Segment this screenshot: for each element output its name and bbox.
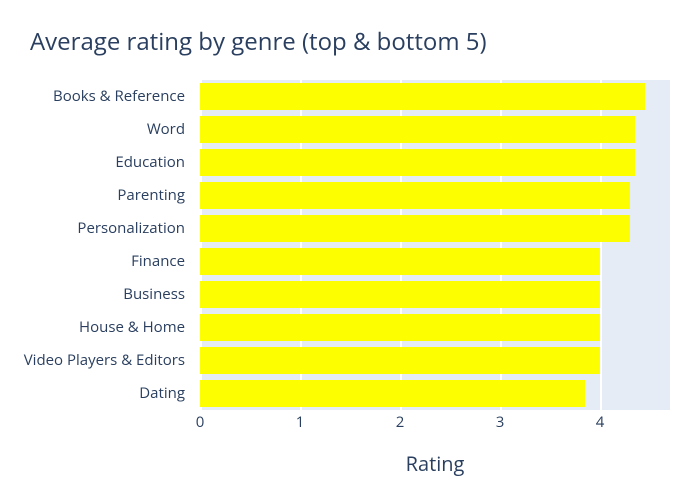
x-label: 4 (596, 412, 605, 432)
bar[interactable] (200, 248, 600, 275)
x-label: 3 (496, 412, 505, 432)
x-label: 1 (296, 412, 305, 432)
chart-container: Average rating by genre (top & bottom 5)… (0, 0, 700, 500)
bar-row (200, 80, 645, 113)
bar-row (200, 311, 600, 344)
bar-row (200, 212, 630, 245)
chart-title: Average rating by genre (top & bottom 5) (30, 25, 487, 58)
bar-row (200, 146, 635, 179)
bar[interactable] (200, 215, 630, 242)
y-label: Books & Reference (53, 80, 185, 113)
x-axis-title: Rating (200, 450, 670, 477)
bar[interactable] (200, 347, 600, 374)
plot-area (200, 80, 670, 410)
y-label: Education (115, 146, 185, 179)
bar[interactable] (200, 116, 635, 143)
bar-row (200, 344, 600, 377)
y-label: Word (147, 113, 185, 146)
bar-row (200, 179, 630, 212)
y-label: Parenting (117, 179, 185, 212)
y-label: House & Home (79, 311, 185, 344)
bar[interactable] (200, 182, 630, 209)
y-axis-labels: Books & ReferenceWordEducationParentingP… (0, 80, 195, 410)
bar-row (200, 377, 585, 410)
bar[interactable] (200, 149, 635, 176)
y-label: Dating (139, 377, 185, 410)
y-label: Finance (131, 245, 185, 278)
y-label: Business (123, 278, 185, 311)
y-label: Video Players & Editors (24, 344, 185, 377)
x-label: 0 (196, 412, 205, 432)
bar-row (200, 278, 600, 311)
y-label: Personalization (77, 212, 185, 245)
bar[interactable] (200, 281, 600, 308)
bar-row (200, 113, 635, 146)
bar-row (200, 245, 600, 278)
x-label: 2 (396, 412, 405, 432)
bar[interactable] (200, 314, 600, 341)
bar[interactable] (200, 83, 645, 110)
bar[interactable] (200, 380, 585, 407)
